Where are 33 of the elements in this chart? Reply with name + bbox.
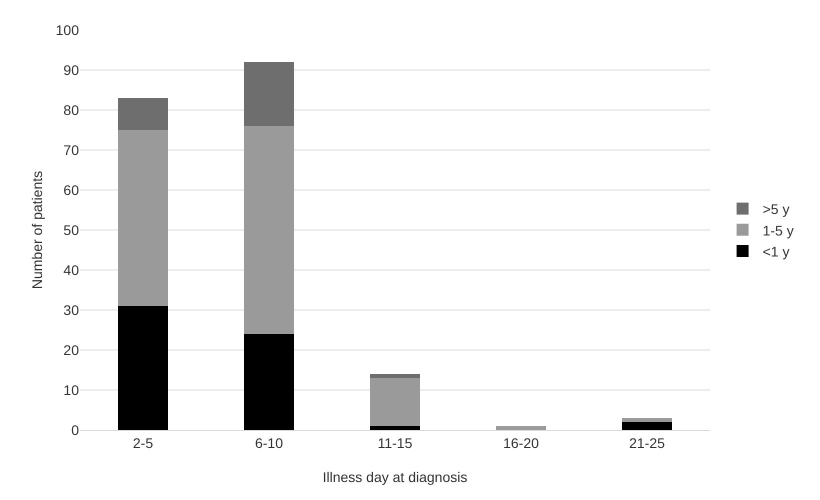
y-tick-label: 70 xyxy=(63,142,80,158)
bar xyxy=(118,130,168,306)
x-tick-label: 2-5 xyxy=(132,434,154,451)
bar xyxy=(118,98,168,130)
bar xyxy=(370,374,420,378)
bar xyxy=(370,426,420,430)
bar xyxy=(370,378,420,426)
y-tick-label: 10 xyxy=(63,382,80,398)
y-tick-label: 30 xyxy=(63,302,80,318)
bar xyxy=(622,418,672,422)
bar xyxy=(244,126,294,334)
bar xyxy=(496,426,546,430)
x-tick-label: 16-20 xyxy=(503,434,540,451)
y-tick-label: 40 xyxy=(63,262,80,278)
bar xyxy=(244,62,294,126)
legend-label: >5 y xyxy=(762,201,790,218)
x-axis-title: Illness day at diagnosis xyxy=(322,469,468,485)
legend-label: 1-5 y xyxy=(762,222,794,238)
x-tick-label: 11-15 xyxy=(378,434,413,451)
y-tick-label: 100 xyxy=(56,22,80,38)
bar xyxy=(244,334,294,430)
y-tick-label: 50 xyxy=(63,222,80,238)
legend-label: <1 y xyxy=(762,243,790,260)
bar xyxy=(118,306,168,430)
y-tick-label: 60 xyxy=(63,182,80,198)
x-tick-label: 21-25 xyxy=(629,434,666,451)
y-tick-label: 90 xyxy=(63,62,80,78)
x-tick-label: 6-10 xyxy=(254,434,284,451)
bar xyxy=(622,422,672,430)
y-tick-label: 20 xyxy=(63,342,80,358)
y-tick-label: 80 xyxy=(63,102,80,118)
y-axis-title: Number of patients xyxy=(29,170,45,290)
y-tick-label: 0 xyxy=(71,422,80,438)
